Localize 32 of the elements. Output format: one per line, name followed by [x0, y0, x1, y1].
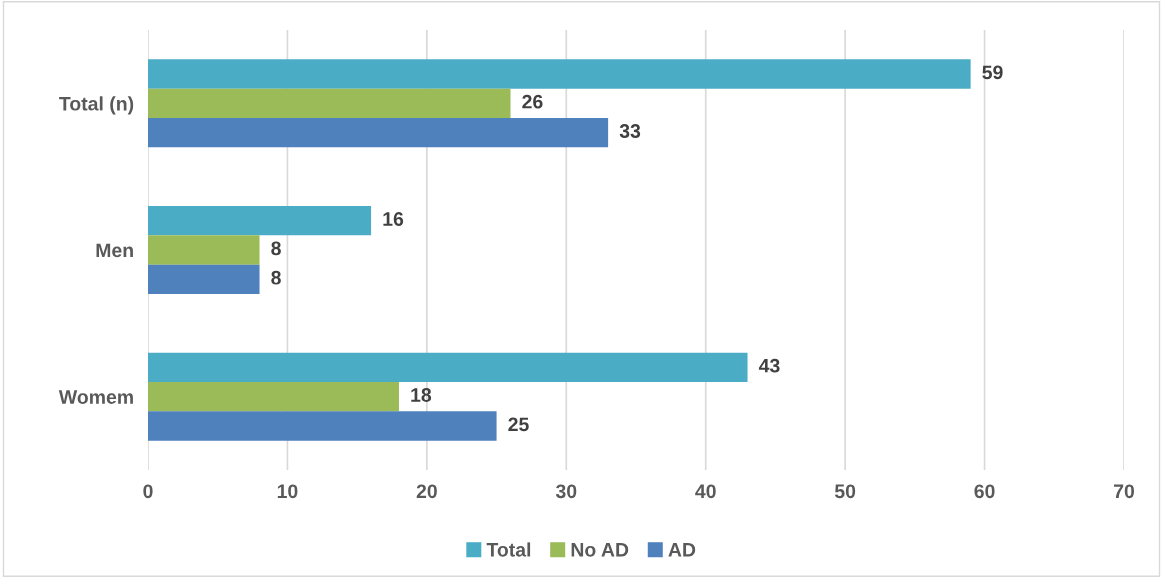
y-tick-label: Men [96, 243, 133, 258]
bar [148, 88, 511, 118]
bar [148, 352, 748, 382]
x-tick-label: 60 [974, 484, 995, 499]
data-label: 8 [271, 241, 281, 256]
y-tick-label: Womem [58, 390, 133, 404]
x-tick-label: 40 [695, 484, 716, 499]
legend-label: Total [486, 542, 531, 557]
bar [148, 264, 260, 294]
data-label: 18 [411, 388, 432, 402]
bar [148, 382, 399, 412]
bar [148, 235, 260, 265]
data-label: 8 [271, 270, 281, 285]
x-tick-label: 30 [555, 484, 577, 499]
bar [148, 206, 372, 236]
data-label: 43 [758, 358, 780, 373]
x-tick-label: 50 [834, 484, 856, 499]
data-label: 33 [619, 124, 641, 138]
x-tick-label: 70 [1114, 484, 1135, 499]
data-label: 16 [383, 212, 404, 226]
bar [148, 118, 609, 148]
x-tick-label: 10 [277, 484, 298, 499]
x-tick-label: 20 [416, 484, 437, 499]
bar [148, 59, 971, 89]
legend-label: AD [668, 543, 696, 557]
data-label: 25 [508, 417, 529, 432]
y-tick-label: Total (n) [59, 96, 134, 115]
data-label: 26 [522, 94, 543, 109]
data-label: 59 [982, 65, 1003, 80]
x-tick-label: 0 [143, 484, 153, 499]
bar [148, 411, 497, 441]
legend-label: No AD [571, 543, 629, 557]
